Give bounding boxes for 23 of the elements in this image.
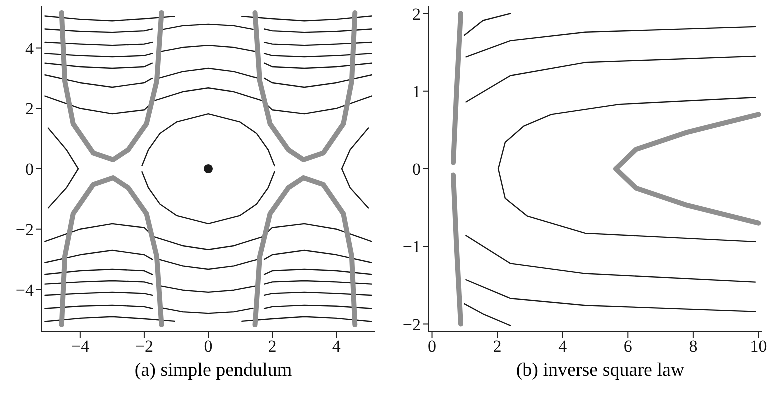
- x-tick-label: 4: [332, 337, 342, 356]
- y-tick-label: 1: [412, 82, 421, 102]
- y-tick-label: 2: [412, 4, 421, 24]
- x-tick-label: −4: [71, 337, 90, 356]
- y-tick-label: 2: [26, 100, 34, 119]
- x-tick-label: 2: [493, 337, 502, 356]
- x-tick-label: 10: [750, 337, 768, 356]
- x-tick-label: 6: [624, 337, 632, 356]
- y-tick-label: −1: [402, 238, 421, 257]
- y-tick-label: 0: [26, 160, 34, 180]
- x-tick-label: −2: [135, 337, 154, 356]
- y-tick-label: −2: [16, 220, 34, 240]
- y-tick-label: −4: [16, 280, 34, 300]
- y-tick-label: 4: [26, 39, 34, 58]
- text: (a) simple pendulum: [134, 360, 294, 382]
- x-tick-label: 8: [689, 337, 698, 356]
- text: (b) inverse square law: [515, 360, 686, 382]
- x-tick-label: 0: [428, 337, 437, 356]
- x-tick-label: 0: [204, 337, 213, 356]
- y-tick-label: 0: [412, 160, 421, 180]
- x-tick-label: 2: [268, 337, 277, 356]
- x-tick-label: 4: [558, 337, 568, 356]
- y-tick-label: −2: [402, 315, 421, 334]
